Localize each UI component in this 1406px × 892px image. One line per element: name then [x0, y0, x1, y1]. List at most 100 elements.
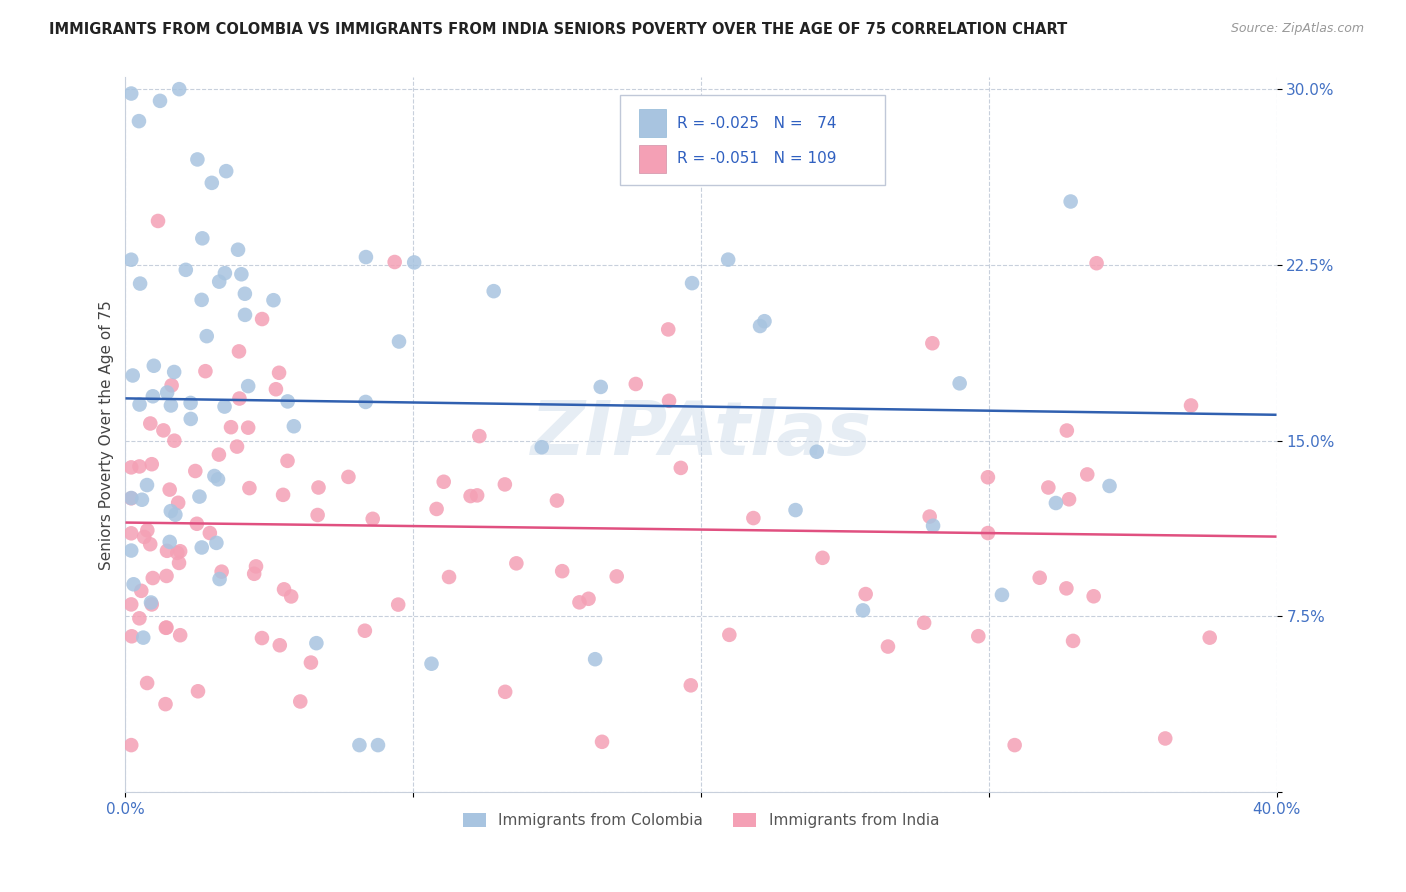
- Point: [167, 496, 190, 510]
- Point: [238, 379, 260, 393]
- Point: [141, 598, 163, 612]
- Point: [120, 87, 142, 101]
- Point: [187, 684, 209, 698]
- Text: R = -0.051   N = 109: R = -0.051 N = 109: [676, 152, 837, 167]
- Point: [219, 420, 242, 434]
- Point: [139, 595, 162, 609]
- Point: [1076, 467, 1098, 482]
- Point: [120, 252, 142, 267]
- Point: [468, 429, 491, 443]
- Point: [184, 464, 207, 478]
- Point: [155, 569, 177, 583]
- Point: [141, 457, 163, 471]
- Point: [806, 444, 828, 458]
- Point: [1045, 496, 1067, 510]
- Point: [121, 629, 143, 643]
- Point: [299, 656, 322, 670]
- Point: [139, 417, 162, 431]
- Point: [1154, 731, 1177, 746]
- Point: [188, 490, 211, 504]
- Point: [166, 546, 188, 560]
- Point: [754, 314, 776, 328]
- Point: [250, 631, 273, 645]
- Text: IMMIGRANTS FROM COLOMBIA VS IMMIGRANTS FROM INDIA SENIORS POVERTY OVER THE AGE O: IMMIGRANTS FROM COLOMBIA VS IMMIGRANTS F…: [49, 22, 1067, 37]
- Point: [657, 322, 679, 336]
- Point: [159, 535, 181, 549]
- Point: [718, 628, 741, 642]
- Point: [159, 504, 181, 518]
- Point: [308, 481, 330, 495]
- Point: [1059, 194, 1081, 209]
- Point: [785, 503, 807, 517]
- Point: [494, 477, 516, 491]
- Point: [243, 566, 266, 581]
- Point: [142, 359, 165, 373]
- Point: [190, 541, 212, 555]
- Point: [264, 382, 287, 396]
- Point: [578, 591, 600, 606]
- Point: [155, 621, 177, 635]
- Point: [156, 544, 179, 558]
- Point: [269, 638, 291, 652]
- Point: [337, 470, 360, 484]
- Point: [198, 526, 221, 541]
- Point: [404, 255, 426, 269]
- Point: [589, 380, 612, 394]
- Legend: Immigrants from Colombia, Immigrants from India: Immigrants from Colombia, Immigrants fro…: [457, 807, 945, 834]
- Text: Source: ZipAtlas.com: Source: ZipAtlas.com: [1230, 22, 1364, 36]
- Point: [155, 697, 177, 711]
- Point: [387, 598, 409, 612]
- Point: [465, 488, 488, 502]
- Point: [160, 399, 183, 413]
- Point: [433, 475, 456, 489]
- Point: [238, 481, 260, 495]
- Point: [233, 286, 256, 301]
- Point: [152, 423, 174, 437]
- Point: [583, 652, 606, 666]
- Point: [591, 735, 613, 749]
- Point: [1056, 424, 1078, 438]
- Point: [1028, 571, 1050, 585]
- Point: [679, 678, 702, 692]
- Point: [918, 509, 941, 524]
- Point: [277, 394, 299, 409]
- Point: [169, 628, 191, 642]
- Point: [129, 583, 152, 598]
- Point: [384, 255, 406, 269]
- Point: [121, 368, 143, 383]
- Point: [354, 250, 377, 264]
- Point: [426, 502, 449, 516]
- Point: [505, 557, 527, 571]
- Point: [120, 526, 142, 541]
- Point: [250, 312, 273, 326]
- Point: [717, 252, 740, 267]
- Point: [267, 366, 290, 380]
- Point: [1198, 631, 1220, 645]
- Point: [215, 164, 238, 178]
- Point: [354, 395, 377, 409]
- Point: [136, 524, 159, 538]
- Point: [165, 508, 187, 522]
- Point: [290, 694, 312, 708]
- Point: [180, 412, 202, 426]
- Point: [208, 448, 231, 462]
- Point: [271, 488, 294, 502]
- Point: [120, 491, 142, 505]
- Point: [163, 365, 186, 379]
- Point: [160, 378, 183, 392]
- Point: [129, 277, 152, 291]
- Point: [191, 231, 214, 245]
- Point: [1098, 479, 1121, 493]
- Text: ZIPAtlas: ZIPAtlas: [530, 398, 872, 471]
- Point: [131, 492, 153, 507]
- Point: [238, 420, 260, 434]
- Point: [167, 556, 190, 570]
- Point: [226, 243, 249, 257]
- Point: [134, 530, 156, 544]
- Point: [606, 569, 628, 583]
- Point: [349, 738, 371, 752]
- Point: [811, 550, 834, 565]
- Point: [280, 590, 302, 604]
- Point: [211, 565, 233, 579]
- Point: [551, 564, 574, 578]
